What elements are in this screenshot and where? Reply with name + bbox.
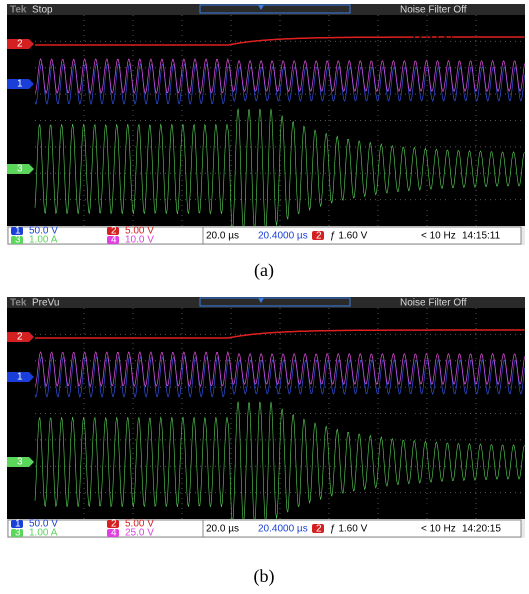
channel-badge-label: 4 xyxy=(111,235,117,246)
position: 20.4000 µs xyxy=(258,231,308,242)
trigger-level: ƒ 1.60 V xyxy=(330,231,368,242)
trigger-level: ƒ 1.60 V xyxy=(330,524,368,535)
channel-marker-label: 1 xyxy=(17,79,23,90)
clock: 14:15:11 xyxy=(462,231,501,242)
channel-scale: 1.00 A xyxy=(29,235,58,246)
trigger-channel: 2 xyxy=(316,231,322,242)
frequency: < 10 Hz xyxy=(421,231,456,242)
channel-marker-label: 1 xyxy=(17,372,23,383)
channel-marker-label: 2 xyxy=(17,332,23,343)
signal-label-part: [CH3] xyxy=(440,498,481,515)
signal-label-part: [CH2] xyxy=(170,28,211,45)
brand: Tek xyxy=(10,298,27,309)
signal-label-part: C xyxy=(377,415,384,427)
status: Stop xyxy=(32,5,53,16)
signal-label-part: s2 xyxy=(429,352,436,361)
brand: Tek xyxy=(10,5,27,16)
signal-label-part: [CH1] xyxy=(392,408,433,425)
channel-scale: 1.00 A xyxy=(29,528,58,539)
channel-scale: 10.0 V xyxy=(125,235,154,246)
signal-label-part: [CH2] xyxy=(127,318,168,335)
channel-badge-label: 3 xyxy=(15,235,21,246)
signal-label-part: C xyxy=(422,347,429,359)
frequency: < 10 Hz xyxy=(421,524,456,535)
signal-label-part: [CH4] xyxy=(437,340,478,357)
signal-label-part: C xyxy=(382,122,389,134)
channel-marker-label: 3 xyxy=(17,457,23,468)
figure: TekStopNoise Filter Off213venCV[CH2]vCp2… xyxy=(0,0,529,594)
status: PreVu xyxy=(32,298,59,309)
clock: 14:20:15 xyxy=(462,524,501,535)
channel-badge-label: 3 xyxy=(15,528,21,539)
signal-label-part: C xyxy=(397,40,404,52)
signal-label-part: enCV xyxy=(102,325,128,337)
signal-label-part: p2 xyxy=(404,45,412,54)
filter: Noise Filter Off xyxy=(400,5,467,16)
signal-label-part: p1 xyxy=(389,127,397,136)
signal-label-part: [CH4] xyxy=(412,33,453,50)
timebase: 20.0 µs xyxy=(206,524,239,535)
signal-label-part: [CH3] xyxy=(425,195,466,212)
position: 20.4000 µs xyxy=(258,524,308,535)
timebase: 20.0 µs xyxy=(206,231,239,242)
caption: (b) xyxy=(254,566,275,587)
trigger-channel: 2 xyxy=(316,524,322,535)
signal-label-part: enCV xyxy=(145,35,171,47)
channel-marker-label: 3 xyxy=(17,164,23,175)
channel-badge-label: 4 xyxy=(111,528,117,539)
channel-marker-label: 2 xyxy=(17,39,23,50)
filter: Noise Filter Off xyxy=(400,298,467,309)
signal-label-part: [CH1] xyxy=(397,115,438,132)
channel-scale: 25.0 V xyxy=(125,528,154,539)
signal-label-part: s1 xyxy=(384,420,391,429)
caption: (a) xyxy=(254,260,274,281)
